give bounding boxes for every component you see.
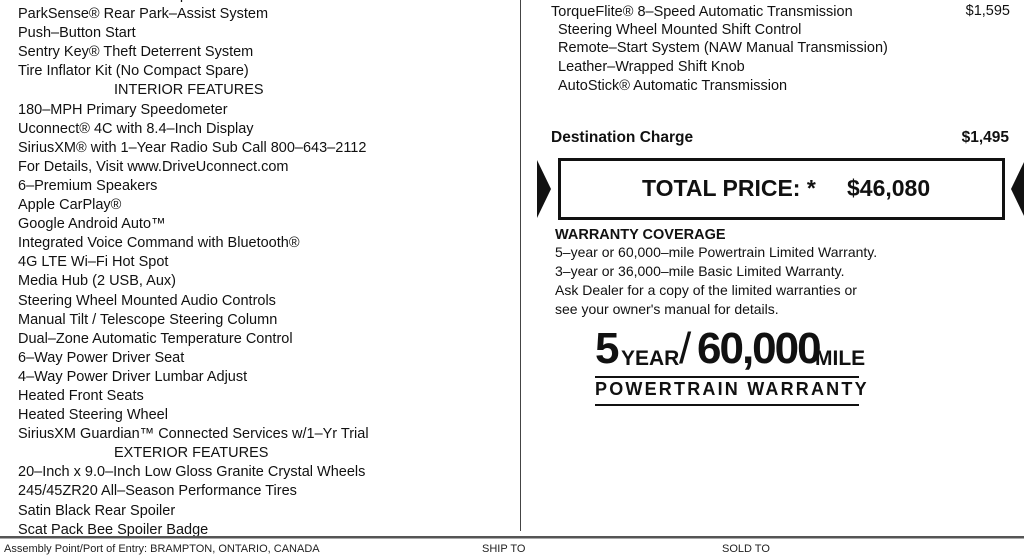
feature-item: 6–Premium Speakers	[18, 177, 158, 194]
section-header: INTERIOR FEATURES	[114, 82, 264, 99]
logo-tagline: POWERTRAIN WARRANTY	[595, 379, 869, 399]
feature-item: Tire Inflator Kit (No Compact Spare)	[18, 63, 249, 80]
feature-item: SiriusXM Guardian™ Connected Services w/…	[18, 426, 369, 443]
feature-item: ParkView® Rear Back–Up Camera	[18, 0, 369, 5]
feature-item: Dual–Zone Automatic Temperature Control	[18, 330, 293, 347]
feature-item: Steering Wheel Mounted Audio Controls	[18, 292, 276, 309]
logo-years: 5	[595, 324, 620, 373]
logo-mile-unit: MILE	[815, 347, 866, 370]
feature-item: SiriusXM® with 1–Year Radio Sub Call 800…	[18, 139, 367, 156]
feature-item: Uconnect® 4C with 8.4–Inch Display	[18, 120, 254, 137]
logo-miles: 60,000	[697, 324, 822, 373]
total-price-box: TOTAL PRICE: * $46,080	[558, 158, 1005, 220]
footer-divider	[0, 536, 1024, 539]
feature-item: Media Hub (2 USB, Aux)	[18, 273, 176, 290]
option-sub-item: AutoStick® Automatic Transmission	[558, 78, 788, 94]
arrow-left-icon	[1011, 160, 1024, 218]
feature-item: 4G LTE Wi–Fi Hot Spot	[18, 254, 169, 271]
total-price-label: TOTAL PRICE: *	[642, 175, 816, 201]
feature-item: ParkSense® Rear Park–Assist System	[18, 6, 269, 23]
option-sub-item: Remote–Start System (NAW Manual Transmis…	[558, 40, 888, 56]
logo-rule	[595, 404, 859, 406]
option-sub-item: Steering Wheel Mounted Shift Control	[558, 22, 802, 38]
warranty-line: 5–year or 60,000–mile Powertrain Limited…	[555, 244, 878, 260]
option-transmission-price: $1,595	[965, 3, 1010, 19]
feature-item: Heated Front Seats	[18, 387, 144, 404]
feature-item: Sentry Key® Theft Deterrent System	[18, 44, 254, 61]
assembly-point: Assembly Point/Port of Entry: BRAMPTON, …	[4, 543, 320, 555]
sold-to-label: SOLD TO	[722, 543, 770, 555]
feature-item: Satin Black Rear Spoiler	[18, 502, 176, 519]
column-divider	[520, 0, 521, 531]
feature-item: Manual Tilt / Telescope Steering Column	[18, 311, 278, 328]
warranty-line: 3–year or 36,000–mile Basic Limited Warr…	[555, 263, 845, 279]
feature-item: Scat Pack Bee Spoiler Badge	[18, 521, 209, 538]
feature-item: Push–Button Start	[18, 25, 136, 42]
ship-to-label: SHIP TO	[482, 543, 526, 555]
feature-item: 6–Way Power Driver Seat	[18, 349, 185, 366]
option-sub-item: Leather–Wrapped Shift Knob	[558, 59, 745, 75]
warranty-line: Ask Dealer for a copy of the limited war…	[555, 282, 857, 298]
feature-item: 180–MPH Primary Speedometer	[18, 101, 228, 118]
feature-item: 245/45ZR20 All–Season Performance Tires	[18, 483, 297, 500]
feature-item: Integrated Voice Command with Bluetooth®	[18, 235, 300, 252]
feature-item: Apple CarPlay®	[18, 197, 122, 214]
arrow-right-icon	[537, 160, 551, 218]
feature-item: 4–Way Power Driver Lumbar Adjust	[18, 368, 248, 385]
feature-item: For Details, Visit www.DriveUconnect.com	[18, 158, 289, 175]
feature-item: Heated Steering Wheel	[18, 407, 168, 424]
section-header: EXTERIOR FEATURES	[114, 445, 269, 462]
destination-charge-price: $1,495	[961, 129, 1009, 146]
logo-year-unit: YEAR	[621, 347, 680, 370]
total-price-value: $46,080	[847, 175, 931, 201]
standard-features-list: ParkView® Rear Back–Up CameraParkSense® …	[18, 0, 369, 540]
warranty-title: WARRANTY COVERAGE	[555, 227, 726, 243]
feature-item: 20–Inch x 9.0–Inch Low Gloss Granite Cry…	[18, 464, 366, 481]
logo-rule	[595, 376, 859, 378]
logo-slash: /	[679, 324, 691, 373]
destination-charge-label: Destination Charge	[551, 129, 694, 146]
warranty-line: see your owner's manual for details.	[555, 301, 779, 317]
powertrain-warranty-logo: 5 YEAR / 60,000 MILE POWERTRAIN WARRANTY	[595, 324, 867, 408]
option-transmission: TorqueFlite® 8–Speed Automatic Transmiss…	[551, 4, 853, 20]
feature-item: Google Android Auto™	[18, 216, 166, 233]
